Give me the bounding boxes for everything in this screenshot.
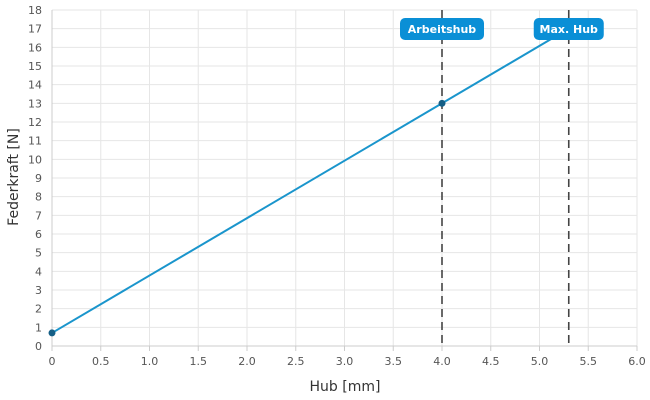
y-tick-label: 15 bbox=[28, 60, 42, 73]
x-tick-labels: 0 0.5 1.0 1.5 2.0 2.5 3.0 3.5 4.0 4.5 5.0 5.5 6.0 bbox=[49, 355, 646, 368]
x-tick-label: 3.0 bbox=[336, 355, 354, 368]
axes bbox=[51, 10, 638, 351]
grid bbox=[51, 9, 638, 347]
x-tick-label: 2.5 bbox=[287, 355, 305, 368]
y-tick-label: 0 bbox=[35, 340, 42, 353]
y-tick-label: 3 bbox=[35, 284, 42, 297]
x-tick-label: 6.0 bbox=[628, 355, 646, 368]
y-tick-label: 5 bbox=[35, 247, 42, 260]
reference-lines: Arbeitshub Max. Hub bbox=[400, 10, 604, 346]
reference-badge bbox=[400, 18, 484, 40]
data-markers bbox=[48, 99, 446, 337]
reference-badge bbox=[533, 18, 604, 40]
x-tick-label: 3.5 bbox=[385, 355, 403, 368]
x-tick-label: 1.0 bbox=[141, 355, 159, 368]
y-tick-label: 17 bbox=[28, 23, 42, 36]
y-tick-label: 11 bbox=[28, 135, 42, 148]
x-tick-label: 0 bbox=[49, 355, 56, 368]
series bbox=[51, 27, 570, 334]
y-tick-label: 18 bbox=[28, 4, 42, 17]
y-tick-label: 14 bbox=[28, 79, 42, 92]
y-tick-label: 4 bbox=[35, 265, 42, 278]
y-axis-label: Federkraft [N] bbox=[6, 128, 22, 226]
x-tick-label: 4.5 bbox=[482, 355, 500, 368]
y-tick-label: 1 bbox=[35, 321, 42, 334]
x-tick-label: 5.0 bbox=[531, 355, 549, 368]
series-line bbox=[51, 27, 570, 334]
y-tick-label: 13 bbox=[28, 97, 42, 110]
y-tick-label: 9 bbox=[35, 172, 42, 185]
x-tick-label: 2.0 bbox=[238, 355, 256, 368]
y-tick-label: 6 bbox=[35, 228, 42, 241]
y-tick-label: 7 bbox=[35, 209, 42, 222]
x-tick-label: 4.0 bbox=[433, 355, 451, 368]
reference-badge-label: Max. Hub bbox=[540, 23, 599, 36]
x-tick-label: 5.5 bbox=[580, 355, 598, 368]
y-tick-label: 2 bbox=[35, 303, 42, 316]
data-point-marker bbox=[48, 329, 56, 337]
y-tick-label: 8 bbox=[35, 191, 42, 204]
x-tick-label: 1.5 bbox=[190, 355, 208, 368]
data-point-marker bbox=[438, 99, 446, 107]
x-tick-label: 0.5 bbox=[92, 355, 110, 368]
y-tick-label: 12 bbox=[28, 116, 42, 129]
y-tick-label: 10 bbox=[28, 153, 42, 166]
x-axis-label: Hub [mm] bbox=[310, 379, 381, 395]
reference-badge-label: Arbeitshub bbox=[408, 23, 477, 36]
y-tick-label: 16 bbox=[28, 41, 42, 54]
